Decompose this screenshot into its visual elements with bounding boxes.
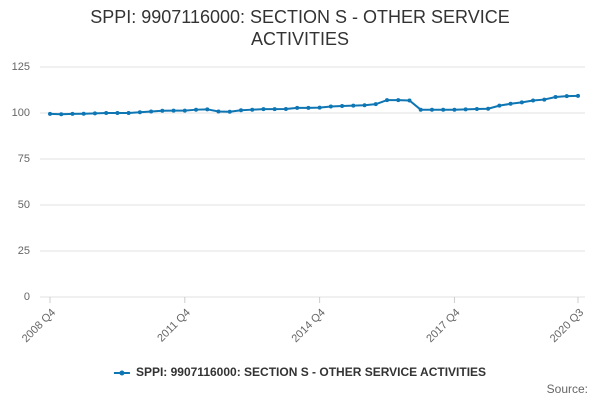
point — [553, 94, 558, 99]
point — [531, 98, 536, 103]
point — [227, 109, 232, 114]
point — [126, 111, 131, 115]
point — [306, 105, 311, 110]
point — [283, 106, 288, 111]
point — [396, 98, 401, 103]
point — [92, 111, 97, 116]
x-tick-label: 2008 Q4 — [20, 307, 58, 345]
point — [340, 104, 345, 109]
point — [328, 104, 333, 109]
point — [238, 108, 243, 113]
point — [160, 108, 165, 113]
point — [407, 98, 412, 103]
point — [497, 103, 502, 108]
point — [250, 107, 255, 112]
point — [508, 101, 513, 106]
point — [295, 105, 300, 110]
point — [429, 107, 434, 112]
y-tick-label: 25 — [18, 245, 30, 257]
point — [519, 100, 524, 105]
point — [351, 103, 356, 108]
point — [317, 105, 322, 110]
point — [194, 107, 199, 112]
legend-label: SPPI: 9907116000: SECTION S - OTHER SERV… — [136, 365, 486, 379]
y-tick-label: 100 — [12, 107, 30, 119]
x-tick-label: 2020 Q3 — [548, 307, 586, 345]
point — [261, 107, 266, 112]
point — [182, 108, 187, 113]
point — [441, 107, 446, 112]
point — [564, 94, 569, 99]
point — [115, 111, 120, 115]
point — [81, 111, 86, 116]
point — [104, 111, 109, 115]
point — [205, 107, 210, 112]
legend-marker — [119, 370, 125, 376]
point — [418, 107, 423, 112]
point — [452, 107, 457, 112]
source: Source: — [547, 382, 588, 396]
y-tick-label: 50 — [18, 199, 30, 211]
point — [362, 103, 367, 108]
point — [373, 102, 378, 107]
x-tick-label: 2011 Q4 — [155, 307, 193, 345]
point — [171, 108, 176, 113]
point — [385, 98, 390, 103]
point — [48, 111, 52, 116]
point — [463, 107, 468, 112]
y-tick-label: 0 — [24, 291, 30, 303]
point — [70, 111, 75, 116]
point — [542, 97, 547, 102]
point — [486, 106, 491, 111]
y-tick-label: 75 — [18, 153, 30, 165]
point — [576, 93, 580, 98]
x-tick-label: 2014 Q4 — [289, 307, 327, 345]
point — [149, 109, 154, 114]
point — [59, 112, 64, 117]
point — [272, 107, 277, 112]
point — [137, 110, 142, 115]
y-tick-label: 125 — [12, 61, 30, 73]
point — [474, 106, 479, 111]
point — [216, 109, 221, 114]
x-tick-label: 2017 Q4 — [424, 307, 462, 345]
chart-title: SPPI: 9907116000: SECTION S - OTHER SERV… — [90, 7, 510, 49]
